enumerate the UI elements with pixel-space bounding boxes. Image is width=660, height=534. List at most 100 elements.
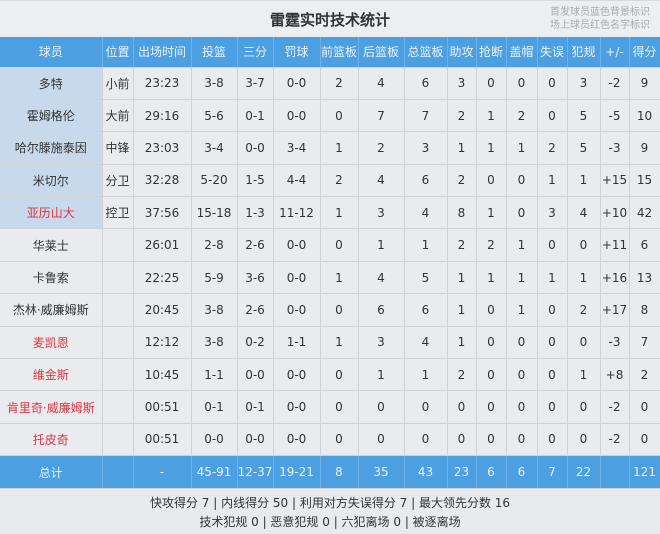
player-name[interactable]: 麦凯恩	[0, 326, 103, 360]
stat-cell: 4	[567, 196, 601, 230]
stat-cell: 0	[567, 390, 601, 424]
stat-cell: 0-0	[191, 423, 238, 457]
player-row: 卡鲁索 22:25 5-9 3-6 0-0 1 4 5 1 1 1 1 1 +16 13	[0, 261, 660, 295]
stat-cell: 0	[320, 358, 359, 392]
player-name[interactable]: 多特	[0, 67, 103, 100]
stat-cell: 0-0	[273, 228, 321, 262]
player-name[interactable]: 亚历山大	[0, 196, 103, 230]
stat-cell: 10:45	[133, 358, 192, 392]
legend-starter: 首发球员蓝色背景标识	[550, 7, 650, 18]
column-header[interactable]: 助攻	[447, 37, 477, 68]
stat-cell: 0	[567, 326, 601, 360]
stat-cell: 3	[358, 326, 405, 360]
stat-cell: 0	[537, 67, 568, 100]
stat-cell: 1	[320, 131, 359, 165]
stat-cell: 8	[447, 196, 477, 230]
stat-cell: 0-1	[237, 99, 274, 133]
column-header[interactable]: 出场时间	[133, 37, 192, 68]
stat-cell: 1	[320, 261, 359, 295]
stat-cell: 0	[358, 390, 405, 424]
stat-cell: 1	[567, 164, 601, 198]
stat-cell: 5-6	[191, 99, 238, 133]
player-row: 杰林·威廉姆斯 20:45 3-8 2-6 0-0 0 6 6 1 0 1 0 2 +17 8	[0, 293, 660, 327]
stat-cell: 1	[447, 131, 477, 165]
stat-cell: 1	[447, 293, 477, 327]
column-header[interactable]: 球员	[0, 37, 103, 68]
stat-cell: 0	[320, 228, 359, 262]
stat-cell: 1	[447, 261, 477, 295]
player-name[interactable]: 米切尔	[0, 164, 103, 198]
stat-cell: 1	[358, 228, 405, 262]
column-header[interactable]: 三分	[237, 37, 274, 68]
column-header[interactable]: 得分	[629, 37, 660, 68]
stat-cell: 0	[476, 67, 507, 100]
stat-cell: 0	[537, 293, 568, 327]
total-cell: -	[133, 455, 192, 490]
stats-table: 球员 位置 出场时间 投篮 三分 罚球 前篮板 后篮板 总篮板 助攻 抢断 盖帽 失误 犯规 +/- 得分 多…	[0, 37, 660, 490]
stat-cell: 37:56	[133, 196, 192, 230]
stat-cell: 1-1	[273, 326, 321, 360]
column-header[interactable]: 犯规	[567, 37, 601, 68]
stat-cell: 22:25	[133, 261, 192, 295]
stat-cell: 2	[567, 293, 601, 327]
column-header[interactable]: 罚球	[273, 37, 321, 68]
stat-cell: 1	[537, 164, 568, 198]
stat-cell: 1	[567, 261, 601, 295]
column-header[interactable]: 位置	[102, 37, 134, 68]
stat-cell: +16	[600, 261, 630, 295]
stat-cell: 2	[476, 228, 507, 262]
title-bar: 雷霆实时技术统计 首发球员蓝色背景标识 场上球员红色名字标识	[0, 0, 660, 37]
player-name[interactable]: 肯里奇·威廉姆斯	[0, 390, 103, 424]
column-header[interactable]: 抢断	[476, 37, 507, 68]
player-name[interactable]: 维金斯	[0, 358, 103, 392]
stat-cell: 26:01	[133, 228, 192, 262]
stat-cell: 7	[404, 99, 448, 133]
column-header[interactable]: 投篮	[191, 37, 238, 68]
stat-cell: 3-8	[191, 326, 238, 360]
stat-cell: 0-0	[273, 99, 321, 133]
stat-cell: 控卫	[102, 196, 134, 230]
stat-cell: 5	[404, 261, 448, 295]
stat-cell: 1	[537, 261, 568, 295]
stat-cell: 0	[506, 164, 538, 198]
total-cell: 45-91	[191, 455, 238, 490]
stat-cell: +17	[600, 293, 630, 327]
stat-cell	[102, 228, 134, 262]
stat-cell: 29:16	[133, 99, 192, 133]
player-name[interactable]: 卡鲁索	[0, 261, 103, 295]
player-name[interactable]: 哈尔滕施泰因	[0, 131, 103, 165]
stat-cell: 0	[506, 390, 538, 424]
player-row: 华莱士 26:01 2-8 2-6 0-0 0 1 1 2 2 1 0 0 +11 6	[0, 228, 660, 262]
player-name[interactable]: 托皮奇	[0, 423, 103, 457]
stat-cell: 2-6	[237, 293, 274, 327]
stat-cell: 1	[404, 228, 448, 262]
column-header[interactable]: 失误	[537, 37, 568, 68]
total-cell: 35	[358, 455, 405, 490]
column-header[interactable]: 总篮板	[404, 37, 448, 68]
player-name[interactable]: 霍姆格伦	[0, 99, 103, 133]
stat-cell: 1	[404, 358, 448, 392]
stat-cell: 0	[537, 358, 568, 392]
summary-line-2: 技术犯规 0 | 恶意犯规 0 | 六犯离场 0 | 被逐离场	[199, 515, 461, 530]
column-header[interactable]: 盖帽	[506, 37, 538, 68]
stat-cell: 42	[629, 196, 660, 230]
stat-cell: 12:12	[133, 326, 192, 360]
column-header[interactable]: +/-	[600, 37, 630, 68]
stat-cell: 0-1	[191, 390, 238, 424]
stat-cell: 1	[476, 99, 507, 133]
stat-cell: 2	[447, 164, 477, 198]
player-name[interactable]: 华莱士	[0, 228, 103, 262]
stat-cell: 1	[506, 228, 538, 262]
stat-cell: 0	[629, 390, 660, 424]
stat-cell: 1	[476, 261, 507, 295]
column-header[interactable]: 前篮板	[320, 37, 359, 68]
player-name[interactable]: 杰林·威廉姆斯	[0, 293, 103, 327]
total-cell: 22	[567, 455, 601, 490]
stat-cell: 1	[506, 131, 538, 165]
total-cell: 43	[404, 455, 448, 490]
stat-cell: 0	[320, 99, 359, 133]
stat-cell: 00:51	[133, 423, 192, 457]
stat-cell: 0-0	[273, 358, 321, 392]
column-header[interactable]: 后篮板	[358, 37, 405, 68]
stat-cell: -2	[600, 67, 630, 100]
